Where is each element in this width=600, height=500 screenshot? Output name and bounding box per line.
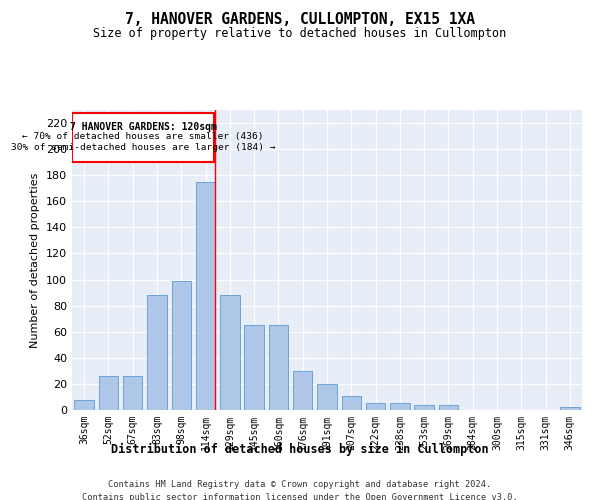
- Bar: [439, 405, 458, 410]
- Bar: [196, 182, 215, 410]
- Text: 30% of semi-detached houses are larger (184) →: 30% of semi-detached houses are larger (…: [11, 142, 275, 152]
- Bar: [269, 325, 288, 410]
- Bar: [99, 376, 118, 410]
- Bar: [341, 396, 361, 410]
- Bar: [172, 281, 191, 410]
- Bar: [317, 384, 337, 410]
- Bar: [72, 112, 214, 162]
- Bar: [244, 325, 264, 410]
- Bar: [366, 404, 385, 410]
- Text: ← 70% of detached houses are smaller (436): ← 70% of detached houses are smaller (43…: [22, 132, 264, 141]
- Bar: [220, 295, 239, 410]
- Text: Contains HM Land Registry data © Crown copyright and database right 2024.: Contains HM Land Registry data © Crown c…: [109, 480, 491, 489]
- Bar: [147, 295, 167, 410]
- Bar: [74, 400, 94, 410]
- Text: 7 HANOVER GARDENS: 120sqm: 7 HANOVER GARDENS: 120sqm: [70, 122, 217, 132]
- Text: Distribution of detached houses by size in Cullompton: Distribution of detached houses by size …: [111, 442, 489, 456]
- Text: 7, HANOVER GARDENS, CULLOMPTON, EX15 1XA: 7, HANOVER GARDENS, CULLOMPTON, EX15 1XA: [125, 12, 475, 28]
- Y-axis label: Number of detached properties: Number of detached properties: [31, 172, 40, 348]
- Bar: [560, 408, 580, 410]
- Bar: [415, 405, 434, 410]
- Text: Contains public sector information licensed under the Open Government Licence v3: Contains public sector information licen…: [82, 492, 518, 500]
- Bar: [293, 371, 313, 410]
- Text: Size of property relative to detached houses in Cullompton: Size of property relative to detached ho…: [94, 28, 506, 40]
- Bar: [123, 376, 142, 410]
- Bar: [390, 404, 410, 410]
